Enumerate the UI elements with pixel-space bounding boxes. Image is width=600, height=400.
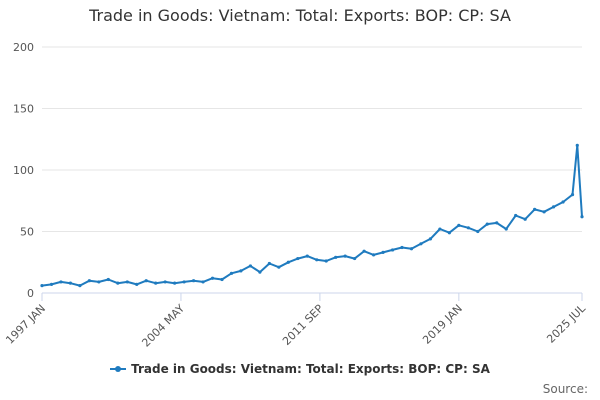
data-point[interactable]	[495, 221, 499, 225]
data-point[interactable]	[457, 223, 461, 227]
data-point[interactable]	[87, 279, 91, 283]
data-point[interactable]	[191, 279, 196, 283]
data-point[interactable]	[106, 277, 110, 282]
data-point[interactable]	[248, 264, 253, 268]
data-point[interactable]	[447, 231, 451, 235]
data-point[interactable]	[68, 281, 73, 285]
y-tick-label: 50	[20, 226, 34, 239]
x-tick-label: 2011 SEP	[280, 302, 326, 348]
data-point[interactable]	[125, 280, 129, 284]
data-point[interactable]	[78, 284, 82, 288]
y-axis: 0 50 100 150 200	[13, 41, 34, 300]
x-tick-label: 2004 MAY	[139, 302, 187, 350]
y-tick-label: 150	[13, 103, 34, 116]
grid-lines	[42, 46, 582, 294]
data-point[interactable]	[438, 227, 442, 231]
data-point[interactable]	[334, 255, 338, 259]
series-line[interactable]	[41, 144, 583, 287]
data-point[interactable]	[154, 281, 158, 285]
data-point[interactable]	[371, 253, 376, 257]
data-point[interactable]	[476, 229, 480, 234]
data-point[interactable]	[267, 261, 271, 266]
data-point[interactable]	[419, 242, 423, 246]
data-point[interactable]	[409, 247, 414, 251]
legend[interactable]: Trade in Goods: Vietnam: Total: Exports:…	[0, 362, 600, 376]
x-tick-label: 2025 JUL	[544, 301, 588, 345]
data-point[interactable]	[400, 245, 404, 250]
chart-title: Trade in Goods: Vietnam: Total: Exports:…	[89, 6, 511, 25]
data-point[interactable]	[49, 282, 54, 286]
data-point[interactable]	[343, 254, 347, 258]
data-point[interactable]	[570, 193, 575, 197]
data-point[interactable]	[580, 215, 584, 219]
legend-label: Trade in Goods: Vietnam: Total: Exports:…	[131, 362, 490, 376]
data-point[interactable]	[428, 237, 433, 241]
data-point[interactable]	[466, 226, 470, 230]
data-point[interactable]	[40, 284, 44, 288]
data-point[interactable]	[173, 281, 177, 285]
data-point[interactable]	[229, 271, 234, 275]
data-point[interactable]	[315, 258, 319, 262]
y-tick-label: 100	[13, 164, 34, 177]
data-point[interactable]	[97, 280, 101, 284]
data-point[interactable]	[182, 280, 186, 284]
data-point[interactable]	[258, 270, 262, 274]
data-point[interactable]	[575, 143, 579, 147]
data-point[interactable]	[353, 256, 357, 261]
data-point[interactable]	[523, 217, 527, 221]
data-point[interactable]	[362, 249, 366, 253]
data-point[interactable]	[296, 256, 300, 261]
x-tick-label: 1997 JAN	[3, 302, 48, 347]
data-point[interactable]	[277, 265, 281, 269]
data-point[interactable]	[381, 250, 385, 255]
data-point[interactable]	[286, 260, 290, 264]
x-axis: 1997 JAN 2004 MAY 2011 SEP 2019 JAN 2025 JUL	[3, 293, 589, 350]
y-tick-label: 200	[13, 41, 34, 54]
y-tick-label: 0	[27, 287, 34, 300]
data-point[interactable]	[305, 254, 309, 258]
x-tick-label: 2019 JAN	[420, 302, 465, 347]
data-point[interactable]	[163, 280, 167, 284]
data-point[interactable]	[542, 210, 546, 214]
data-point[interactable]	[144, 279, 148, 283]
data-point[interactable]	[220, 277, 224, 282]
data-point[interactable]	[551, 205, 556, 209]
legend-symbol	[110, 366, 127, 372]
data-point[interactable]	[201, 280, 205, 284]
data-point[interactable]	[504, 227, 508, 231]
data-point[interactable]	[210, 276, 215, 280]
data-point[interactable]	[239, 269, 243, 273]
data-point[interactable]	[135, 282, 139, 286]
data-point[interactable]	[390, 248, 395, 252]
data-point[interactable]	[561, 200, 565, 204]
data-point[interactable]	[116, 281, 120, 285]
data-point[interactable]	[514, 213, 518, 218]
data-point[interactable]	[533, 207, 537, 211]
data-point[interactable]	[485, 222, 489, 226]
data-point[interactable]	[59, 280, 63, 284]
data-point[interactable]	[324, 259, 328, 263]
source-credit[interactable]: Source:	[542, 382, 588, 396]
